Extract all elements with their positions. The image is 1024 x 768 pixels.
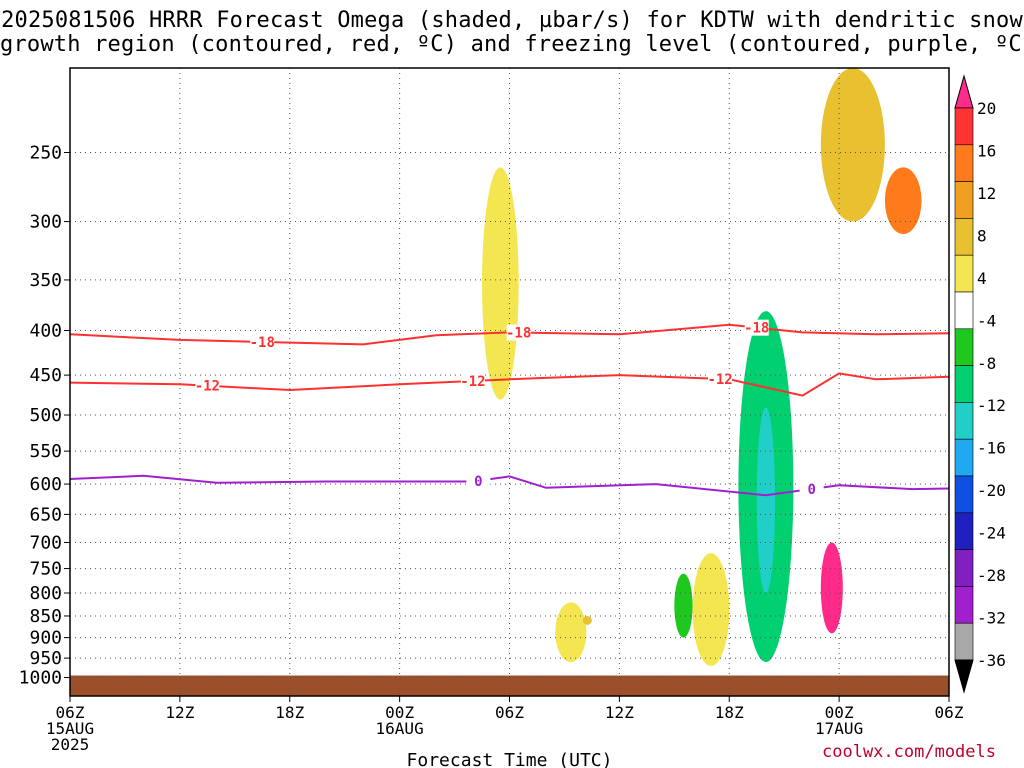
omega-shading	[70, 68, 949, 696]
colorbar-swatch-5	[954, 291, 974, 330]
colorbar-swatch-6	[954, 328, 974, 366]
colorbar-bottom-arrow	[954, 659, 974, 694]
omega-region-6	[756, 407, 776, 594]
contour-label-2-0: 0	[474, 474, 482, 490]
contour-label-bg-2-1	[799, 481, 824, 498]
contour-line-1	[70, 372, 949, 397]
contour-label-2-1: 0	[807, 482, 815, 498]
x-tick-date-7: 17AUG	[815, 719, 863, 738]
colorbar-swatch-14	[954, 622, 974, 661]
contour-label-bg-0-2	[744, 319, 769, 336]
contour-label-1-2: -12	[707, 372, 732, 388]
omega-region-4	[692, 553, 730, 666]
contour-label-bg-0-0	[250, 333, 275, 350]
colorbar-swatch-8	[954, 402, 974, 440]
x-tick-label-1: 12Z	[165, 703, 194, 722]
x-axis-title: Forecast Time (UTC)	[407, 750, 613, 768]
contour-label-bg-0-1	[506, 324, 531, 341]
colorbar-label-5: -4	[977, 311, 996, 330]
y-tick-label-850: 850	[29, 606, 62, 627]
x-tick-label-2: 18Z	[275, 703, 304, 722]
x-tick-label-3: 00Z	[385, 703, 414, 722]
contour-label-bg-1-1	[460, 372, 485, 389]
x-tick-label-6: 18Z	[715, 703, 744, 722]
omega-region-3	[674, 573, 693, 638]
y-tick-label-700: 700	[29, 532, 62, 553]
colorbar-swatch-9	[954, 438, 974, 477]
y-tick-label-550: 550	[29, 441, 62, 462]
colorbar-label-4: 4	[977, 269, 987, 288]
contour-label-bg-1-2	[708, 370, 733, 387]
y-tick-label-300: 300	[29, 212, 62, 233]
y-tick-label-650: 650	[29, 504, 62, 525]
colorbar-label-12: -32	[977, 609, 1006, 628]
colorbar-swatch-4	[954, 254, 974, 293]
y-tick-label-400: 400	[29, 321, 62, 342]
colorbar-swatch-11	[954, 512, 974, 550]
omega-region-2	[482, 167, 519, 400]
colorbar-label-7: -12	[977, 396, 1006, 415]
x-tick-label-8: 06Z	[935, 703, 964, 722]
contour-label-bg-1-0	[195, 377, 220, 394]
omega-region-0	[555, 602, 587, 663]
x-tick-label-0: 06Z	[56, 703, 85, 722]
colorbar-label-9: -20	[977, 481, 1006, 500]
omega-region-9	[884, 167, 922, 234]
x-tick-year-0: 2025	[51, 735, 90, 754]
contour-line-2	[70, 474, 949, 497]
x-tick-label-4: 06Z	[495, 703, 524, 722]
contour-label-0-1: -18	[506, 326, 531, 342]
colorbar-swatch-1	[954, 144, 974, 182]
x-tick-date-3: 16AUG	[376, 719, 424, 738]
contour-label-1-1: -12	[460, 374, 485, 390]
colorbar-label-1: 16	[977, 141, 996, 160]
omega-region-1	[582, 615, 592, 625]
colorbar-top-arrow	[954, 74, 974, 109]
y-tick-label-900: 900	[29, 628, 62, 649]
colorbar-label-3: 8	[977, 226, 987, 245]
colorbar-label-10: -24	[977, 524, 1006, 543]
x-tick-label-5: 12Z	[605, 703, 634, 722]
colorbar-swatch-12	[954, 549, 974, 587]
colorbar-label-0: 20	[977, 99, 996, 118]
chart-title-line-1: 2025081506 HRRR Forecast Omega (shaded, …	[1, 8, 1023, 33]
contour-label-0-0: -18	[250, 335, 275, 351]
contour-label-bg-2-0	[466, 472, 491, 489]
chart-title-line-2: growth region (contoured, red, ºC) and f…	[0, 32, 1024, 57]
colorbar-swatch-0	[954, 107, 974, 146]
x-tick-date-0: 15AUG	[46, 719, 94, 738]
colorbar-swatch-13	[954, 586, 974, 624]
y-tick-label-800: 800	[29, 583, 62, 604]
colorbar-swatch-2	[954, 181, 974, 219]
contour-label-1-0: -12	[195, 379, 220, 395]
surface-band	[70, 675, 949, 696]
y-tick-label-1000: 1000	[19, 668, 62, 689]
y-tick-label-500: 500	[29, 405, 62, 426]
colorbar: 20 16 12 8 4 -4 -8 -12 -16 -20 -24 -28 -32 -36	[954, 74, 1006, 694]
omega-region-7	[820, 542, 843, 634]
y-tick-label-450: 450	[29, 365, 62, 386]
credit-text: coolwx.com/models	[822, 742, 996, 762]
y-tick-label-350: 350	[29, 270, 62, 291]
y-tick-label-250: 250	[29, 143, 62, 164]
colorbar-label-13: -36	[977, 651, 1006, 670]
colorbar-label-8: -16	[977, 439, 1006, 458]
contour-lines: -18 -18 -18 -12 -12 -12 0 0	[70, 319, 949, 498]
y-tick-label-750: 750	[29, 559, 62, 580]
y-tick-label-950: 950	[29, 648, 62, 669]
colorbar-swatch-7	[954, 365, 974, 403]
y-axis: 2503003504004505005506006507007508008509…	[19, 143, 70, 689]
omega-region-8	[820, 68, 885, 222]
colorbar-label-2: 12	[977, 184, 996, 203]
y-tick-label-600: 600	[29, 474, 62, 495]
x-tick-label-7: 00Z	[825, 703, 854, 722]
colorbar-swatch-10	[954, 475, 974, 514]
contour-label-0-2: -18	[744, 321, 769, 337]
colorbar-swatch-3	[954, 218, 974, 256]
colorbar-label-6: -8	[977, 354, 996, 373]
colorbar-label-11: -28	[977, 566, 1006, 585]
